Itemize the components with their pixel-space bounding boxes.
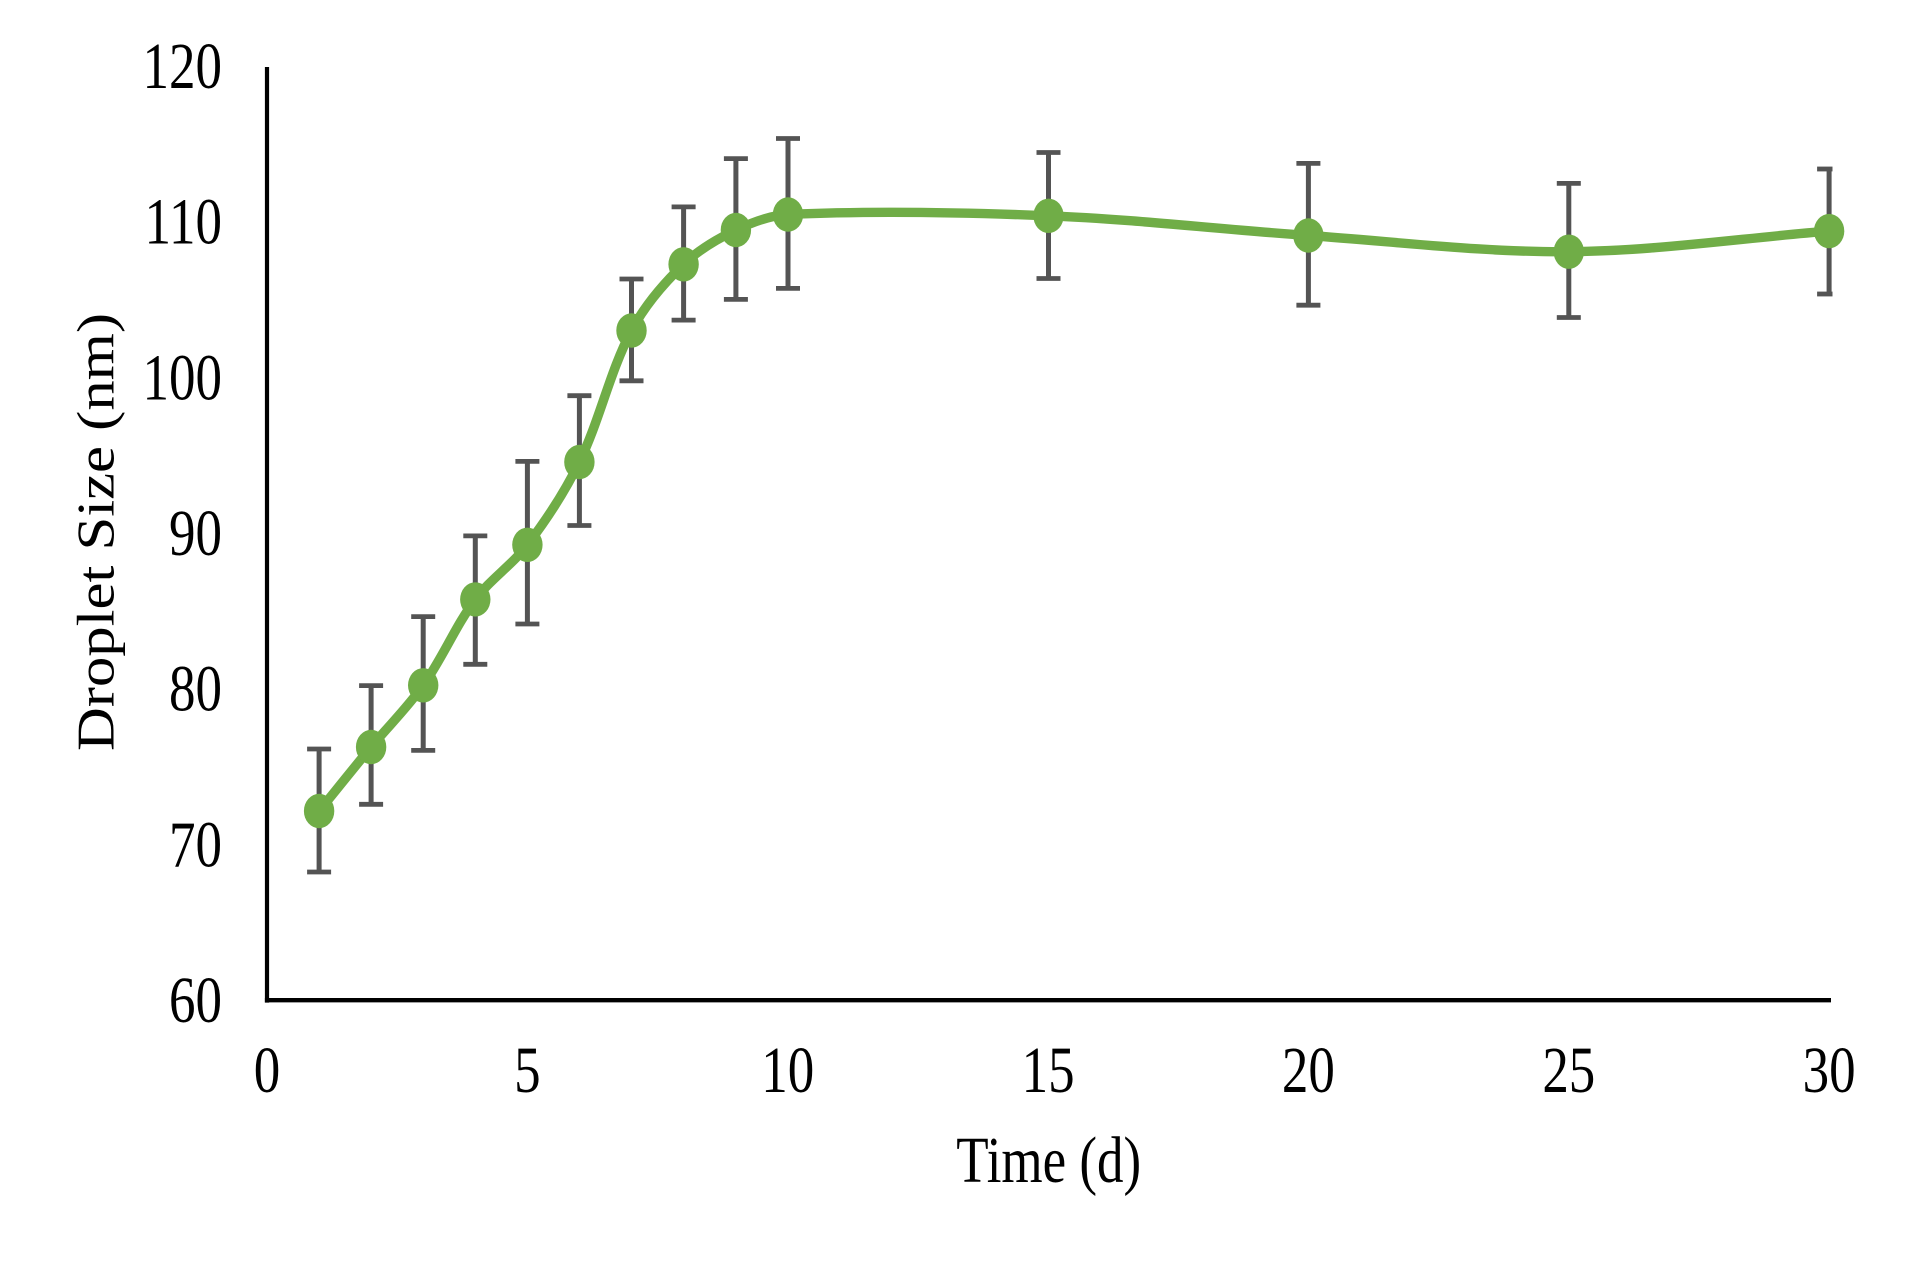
svg-text:110: 110 <box>144 186 222 258</box>
svg-text:100: 100 <box>143 341 222 413</box>
svg-text:90: 90 <box>169 497 222 569</box>
svg-text:20: 20 <box>1282 1034 1335 1106</box>
svg-text:25: 25 <box>1542 1034 1595 1106</box>
svg-text:Time (d): Time (d) <box>956 1124 1141 1196</box>
svg-text:15: 15 <box>1022 1034 1075 1106</box>
svg-text:Droplet Size (nm): Droplet Size (nm) <box>67 313 126 751</box>
svg-text:0: 0 <box>254 1034 280 1106</box>
svg-text:30: 30 <box>1803 1034 1856 1106</box>
svg-text:80: 80 <box>169 653 222 725</box>
svg-text:60: 60 <box>169 964 222 1036</box>
svg-text:5: 5 <box>514 1034 540 1106</box>
svg-text:120: 120 <box>143 30 222 102</box>
svg-text:70: 70 <box>169 808 222 880</box>
svg-text:10: 10 <box>761 1034 814 1106</box>
